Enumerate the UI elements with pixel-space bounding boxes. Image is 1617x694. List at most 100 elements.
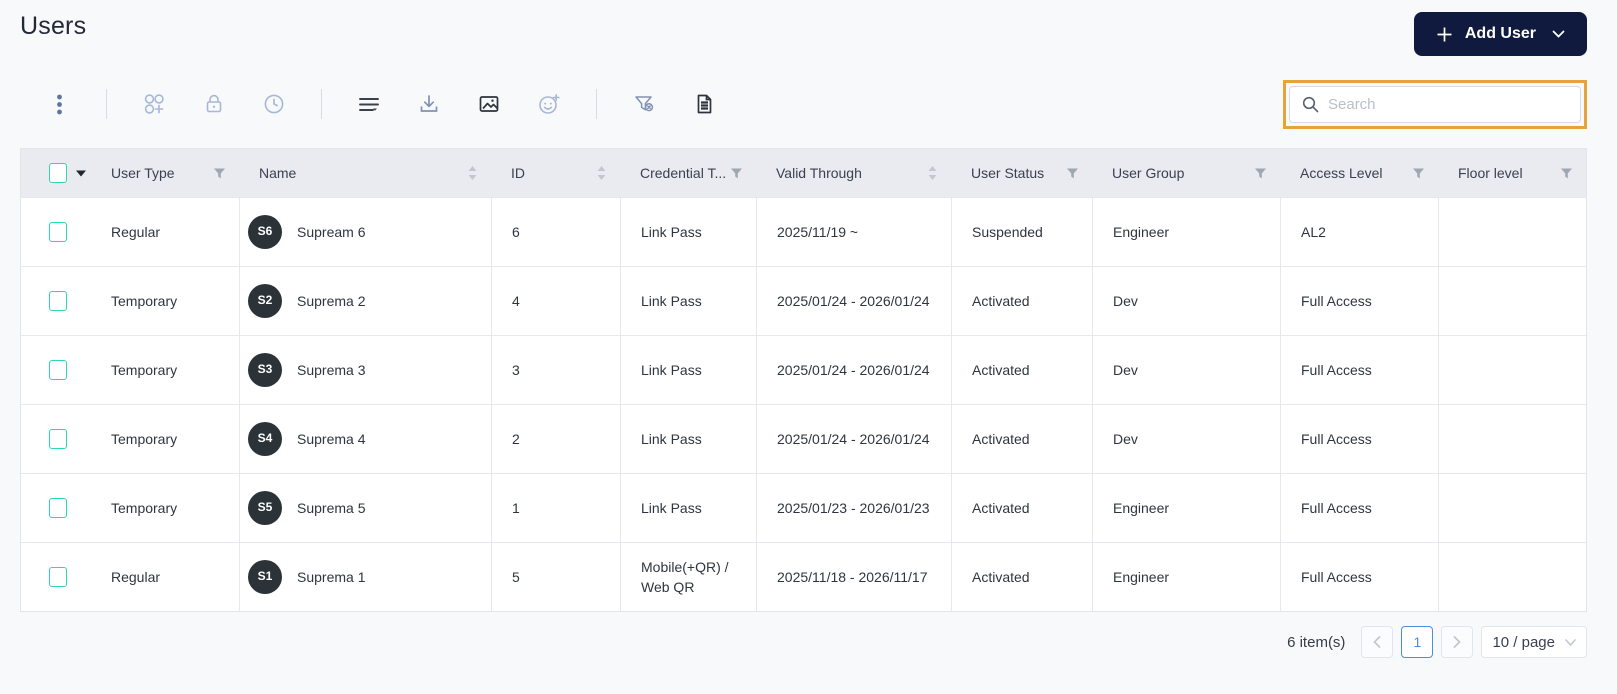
user-type-cell: Regular xyxy=(111,223,161,240)
column-label: User Group xyxy=(1112,165,1185,181)
toolbar-divider xyxy=(596,89,597,119)
floor-level-cell xyxy=(1438,198,1586,266)
select-menu-caret-icon[interactable] xyxy=(76,170,86,177)
user-name: Suprema 5 xyxy=(297,499,366,516)
column-header-access-level[interactable]: Access Level xyxy=(1280,165,1438,181)
toolbar xyxy=(20,79,1587,129)
page-title: Users xyxy=(20,12,87,40)
floor-level-cell xyxy=(1438,543,1586,611)
add-user-button[interactable]: Add User xyxy=(1413,12,1587,56)
page-size-value: 10 / page xyxy=(1492,633,1555,651)
add-face-icon[interactable] xyxy=(536,91,562,117)
image-export-icon[interactable] xyxy=(476,91,502,117)
export-icon[interactable] xyxy=(416,91,442,117)
user-type-cell: Temporary xyxy=(111,499,178,516)
search-input[interactable] xyxy=(1328,95,1568,113)
column-label: User Status xyxy=(971,165,1045,181)
table-row[interactable]: Regular S6 Supream 6 6 Link Pass 2025/11… xyxy=(21,197,1586,266)
id-cell: 2 xyxy=(491,405,620,473)
report-icon[interactable] xyxy=(691,91,717,117)
user-name: Suprema 2 xyxy=(297,292,366,309)
header-select-cell xyxy=(21,163,91,183)
plus-icon xyxy=(1436,26,1453,43)
add-user-label: Add User xyxy=(1464,25,1536,42)
access-level-cell: Full Access xyxy=(1280,543,1438,611)
avatar: S2 xyxy=(248,284,282,318)
name-cell: S5 Suprema 5 xyxy=(239,474,491,542)
user-group-cell: Engineer xyxy=(1092,474,1280,542)
user-status-cell: Activated xyxy=(951,543,1092,611)
sort-icon xyxy=(597,166,606,180)
user-name: Suprema 1 xyxy=(297,568,366,585)
column-header-credential-type[interactable]: Credential T... xyxy=(620,165,756,181)
name-cell: S2 Suprema 2 xyxy=(239,267,491,335)
total-items-text: 6 item(s) xyxy=(1287,633,1346,651)
sort-icon xyxy=(468,166,477,180)
top-bar: Users Add User xyxy=(20,0,1587,56)
column-header-user-type[interactable]: User Type xyxy=(91,165,239,181)
row-checkbox[interactable] xyxy=(49,291,67,311)
chevron-down-icon xyxy=(1565,638,1576,646)
avatar: S4 xyxy=(248,422,282,456)
user-name: Suprema 4 xyxy=(297,430,366,447)
valid-through-cell: 2025/01/24 - 2026/01/24 xyxy=(756,336,951,404)
column-label: User Type xyxy=(111,165,175,181)
user-status-cell: Activated xyxy=(951,474,1092,542)
credential-cell: Link Pass xyxy=(620,474,756,542)
user-name: Supream 6 xyxy=(297,223,366,240)
column-label: Valid Through xyxy=(776,165,862,181)
page-size-select[interactable]: 10 / page xyxy=(1481,626,1587,658)
lock-icon[interactable] xyxy=(201,91,227,117)
credential-cell: Mobile(+QR) / Web QR xyxy=(620,543,756,611)
column-header-id[interactable]: ID xyxy=(491,165,620,181)
column-header-valid-through[interactable]: Valid Through xyxy=(756,165,951,181)
column-header-name[interactable]: Name xyxy=(239,165,491,181)
id-cell: 3 xyxy=(491,336,620,404)
time-period-icon[interactable] xyxy=(261,91,287,117)
row-checkbox[interactable] xyxy=(49,498,67,518)
sort-icon xyxy=(928,166,937,180)
toolbar-divider xyxy=(106,89,107,119)
column-header-floor-level[interactable]: Floor level xyxy=(1438,165,1586,181)
column-setting-icon[interactable] xyxy=(356,91,382,117)
column-label: Access Level xyxy=(1300,165,1383,181)
access-level-cell: Full Access xyxy=(1280,336,1438,404)
filter-icon xyxy=(214,167,225,179)
floor-level-cell xyxy=(1438,336,1586,404)
table-row[interactable]: Regular S1 Suprema 1 5 Mobile(+QR) / Web… xyxy=(21,542,1586,611)
table-row[interactable]: Temporary S4 Suprema 4 2 Link Pass 2025/… xyxy=(21,404,1586,473)
user-type-cell: Regular xyxy=(111,568,161,585)
add-user-group-icon[interactable] xyxy=(141,91,167,117)
id-cell: 5 xyxy=(491,543,620,611)
table-row[interactable]: Temporary S5 Suprema 5 1 Link Pass 2025/… xyxy=(21,473,1586,542)
user-status-cell: Suspended xyxy=(951,198,1092,266)
page-1-button[interactable]: 1 xyxy=(1401,626,1434,658)
select-all-checkbox[interactable] xyxy=(49,163,67,183)
next-page-button[interactable] xyxy=(1441,626,1474,658)
user-status-cell: Activated xyxy=(951,405,1092,473)
prev-page-button[interactable] xyxy=(1361,626,1394,658)
filter-icon xyxy=(1255,167,1266,179)
user-name: Suprema 3 xyxy=(297,361,366,378)
row-checkbox[interactable] xyxy=(49,567,67,587)
chevron-left-icon xyxy=(1373,636,1381,648)
credential-cell: Link Pass xyxy=(620,405,756,473)
row-checkbox[interactable] xyxy=(49,222,67,242)
table-row[interactable]: Temporary S3 Suprema 3 3 Link Pass 2025/… xyxy=(21,335,1586,404)
row-checkbox[interactable] xyxy=(49,360,67,380)
name-cell: S6 Supream 6 xyxy=(239,198,491,266)
row-checkbox[interactable] xyxy=(49,429,67,449)
more-menu-icon[interactable] xyxy=(46,91,72,117)
valid-through-cell: 2025/11/18 - 2026/11/17 xyxy=(756,543,951,611)
column-header-user-status[interactable]: User Status xyxy=(951,165,1092,181)
user-type-cell: Temporary xyxy=(111,430,178,447)
id-cell: 1 xyxy=(491,474,620,542)
credential-cell: Link Pass xyxy=(620,336,756,404)
clear-filter-icon[interactable] xyxy=(631,91,657,117)
search-box xyxy=(1289,85,1581,123)
column-label: Name xyxy=(259,165,297,181)
user-type-cell: Temporary xyxy=(111,292,178,309)
table-row[interactable]: Temporary S2 Suprema 2 4 Link Pass 2025/… xyxy=(21,266,1586,335)
column-header-user-group[interactable]: User Group xyxy=(1092,165,1280,181)
avatar: S1 xyxy=(248,560,282,594)
